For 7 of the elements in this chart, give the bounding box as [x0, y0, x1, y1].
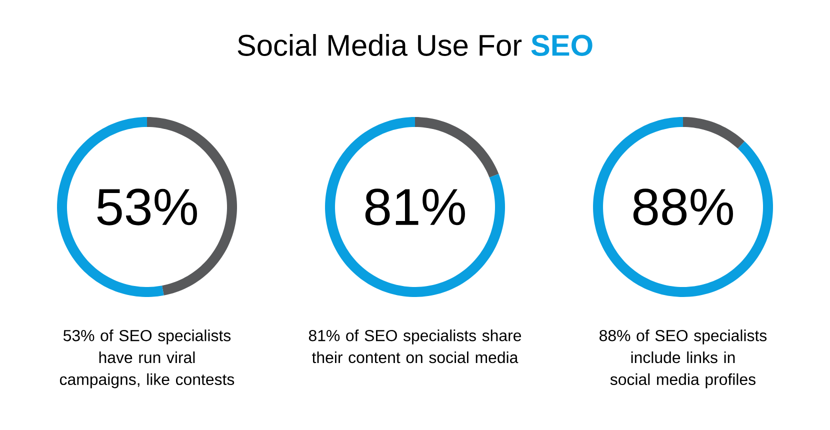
- text: 53% of SEO specialists have run viral campaigns, like contests: [60, 330, 234, 388]
- text: 81% of SEO specialists share their content on social media: [308, 330, 522, 364]
- text: 81%: [365, 188, 465, 226]
- text: 88%: [633, 188, 733, 226]
- chart-title: Social Media Use For SEO: [238, 34, 592, 56]
- text: 53%: [97, 188, 197, 226]
- text: 88% of SEO specialists include links in social media profiles: [600, 330, 767, 388]
